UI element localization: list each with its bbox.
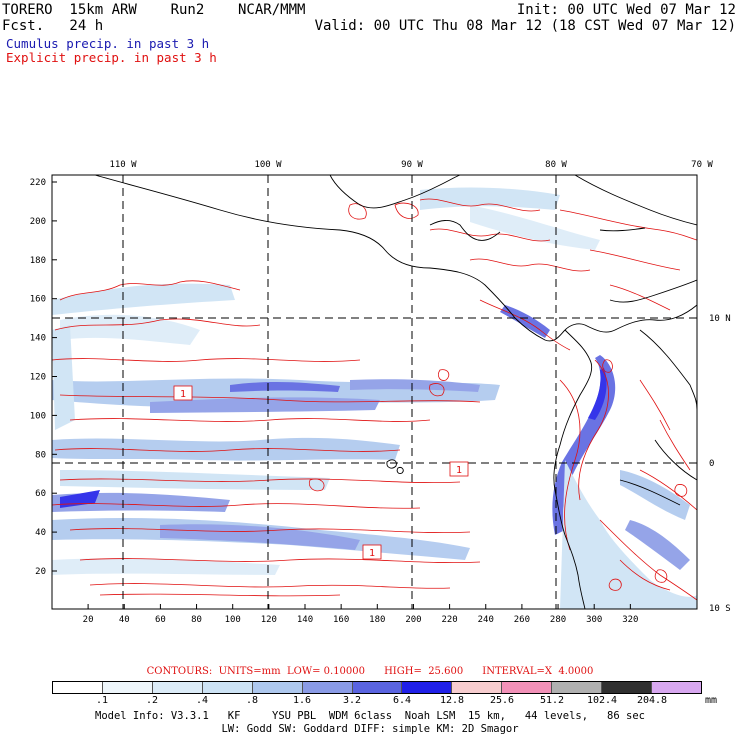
lon-label: 70 W	[691, 160, 713, 170]
x-tick-label: 60	[155, 615, 166, 625]
contour-label: 1	[180, 389, 186, 400]
x-tick-label: 220	[441, 615, 457, 625]
lat-label: 10 N	[709, 314, 731, 324]
model-info-line2: LW: Godd SW: Goddard DIFF: simple KM: 2D…	[221, 723, 519, 735]
x-tick-label: 120	[261, 615, 277, 625]
colorbar-unit: mm	[705, 695, 718, 706]
y-tick-label: 40	[35, 528, 46, 538]
x-tick-label: 200	[405, 615, 421, 625]
colorbar-label: .4	[195, 695, 209, 706]
contour-label: 1	[456, 465, 462, 476]
lat-label: 0	[709, 459, 714, 469]
x-tick-label: 260	[514, 615, 530, 625]
y-tick-label: 100	[30, 411, 46, 421]
colorbar-swatch	[402, 682, 453, 693]
lon-label: 80 W	[545, 160, 567, 170]
colorbar-swatch	[602, 682, 653, 693]
y-tick-label: 140	[30, 334, 46, 344]
colorbar-swatch	[53, 682, 103, 693]
colorbar-label: 3.2	[342, 695, 362, 706]
contours-info: CONTOURS: UNITS=mm LOW= 0.10000 HIGH= 25…	[146, 666, 594, 677]
longitude-labels: 110 W 100 W 90 W 80 W 70 W	[109, 160, 713, 170]
model-info-line1: Model Info: V3.3.1 KF YSU PBL WDM 6class…	[95, 710, 645, 722]
y-axis: 20 40 60 80 100 120 140 160 180 200 220	[30, 178, 57, 577]
map-frame	[51, 174, 698, 610]
y-tick-label: 80	[35, 450, 46, 460]
lat-lon-grid	[52, 175, 697, 609]
colorbar-label: 25.6	[489, 695, 515, 706]
x-tick-label: 320	[622, 615, 638, 625]
x-tick-label: 240	[478, 615, 494, 625]
x-tick-label: 20	[83, 615, 94, 625]
colorbar-labels: .1 .2 .4 .8 1.6 3.2 6.4 12.8 25.6 51.2 102.4 204.8	[52, 695, 702, 707]
colorbar-label: .1	[95, 695, 109, 706]
colorbar-swatch	[502, 682, 553, 693]
colorbar-label: 12.8	[439, 695, 465, 706]
colorbar-swatch	[452, 682, 503, 693]
lon-label: 100 W	[254, 160, 282, 170]
latitude-labels: 10 N 0 10 S	[709, 314, 731, 614]
x-tick-label: 280	[550, 615, 566, 625]
x-tick-label: 80	[191, 615, 202, 625]
colorbar-swatch	[202, 682, 253, 693]
x-tick-label: 140	[297, 615, 313, 625]
colorbar-swatch	[552, 682, 603, 693]
model-title: TORERO 15km ARW Run2 NCAR/MMM	[2, 2, 306, 18]
lon-label: 110 W	[109, 160, 137, 170]
forecast-hour: Fcst. 24 h	[2, 18, 104, 34]
colorbar-swatch	[252, 682, 303, 693]
x-tick-label: 40	[119, 615, 130, 625]
y-tick-label: 220	[30, 178, 46, 188]
precip-colorbar	[52, 681, 702, 694]
x-tick-label: 160	[333, 615, 349, 625]
y-tick-label: 160	[30, 295, 46, 305]
explicit-precip-contours	[52, 198, 697, 601]
y-tick-label: 60	[35, 489, 46, 499]
colorbar-swatch	[152, 682, 203, 693]
contour-label-boxes: 1 1 1	[173, 385, 469, 560]
colorbar-swatch	[652, 682, 701, 693]
lat-label: 10 S	[709, 604, 731, 614]
y-tick-label: 20	[35, 567, 46, 577]
x-axis: 20 40 60 80 100 120 140 160 180 200 220 240 260 280 30…	[83, 604, 638, 625]
init-time: Init: 00 UTC Wed 07 Mar 12	[516, 2, 736, 18]
colorbar-label: .8	[245, 695, 259, 706]
colorbar-label: 204.8	[636, 695, 668, 706]
colorbar-label: 51.2	[539, 695, 565, 706]
colorbar-swatch	[102, 682, 153, 693]
explicit-legend-label: Explicit precip. in past 3 h	[6, 50, 217, 65]
colorbar-label: 1.6	[292, 695, 312, 706]
lon-label: 90 W	[401, 160, 423, 170]
y-tick-label: 120	[30, 373, 46, 383]
cumulus-legend-label: Cumulus precip. in past 3 h	[6, 36, 210, 51]
valid-time: Valid: 00 UTC Thu 08 Mar 12 (18 CST Wed …	[314, 18, 736, 34]
y-tick-label: 180	[30, 256, 46, 266]
colorbar-swatch	[352, 682, 403, 693]
coastlines	[94, 175, 697, 609]
colorbar-label: 6.4	[392, 695, 412, 706]
x-tick-label: 100	[225, 615, 241, 625]
colorbar-swatch	[302, 682, 353, 693]
y-tick-label: 200	[30, 217, 46, 227]
contour-label: 1	[369, 548, 375, 559]
colorbar-label: 102.4	[586, 695, 618, 706]
colorbar-label: .2	[145, 695, 159, 706]
x-tick-label: 180	[369, 615, 385, 625]
x-tick-label: 300	[586, 615, 602, 625]
